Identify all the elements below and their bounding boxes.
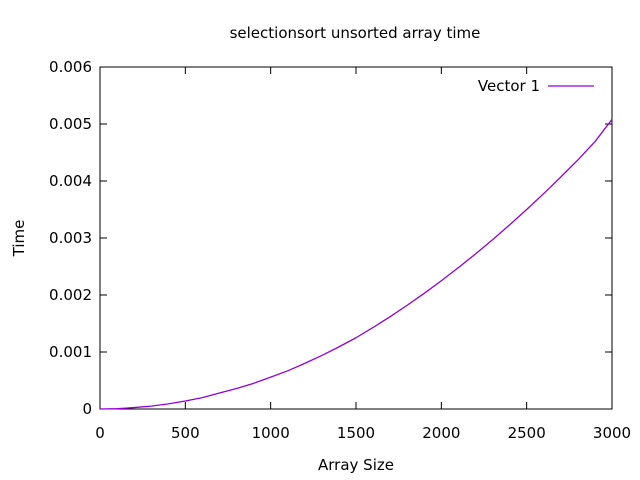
y-tick-label: 0.006 bbox=[49, 58, 92, 76]
x-tick-label: 1500 bbox=[337, 424, 375, 442]
y-tick-label: 0.004 bbox=[49, 172, 92, 190]
y-tick-label: 0.005 bbox=[49, 115, 92, 133]
plot-area-border bbox=[99, 66, 613, 410]
x-tick-label: 2000 bbox=[422, 424, 460, 442]
x-tick-label: 500 bbox=[171, 424, 200, 442]
y-axis-label: Time bbox=[10, 220, 28, 258]
series-layer bbox=[99, 119, 613, 410]
y-tick-label: 0.002 bbox=[49, 286, 92, 304]
x-tick-label: 2500 bbox=[508, 424, 546, 442]
legend: Vector 1 bbox=[478, 77, 594, 95]
x-tick-label: 3000 bbox=[593, 424, 631, 442]
y-tick-label: 0 bbox=[82, 400, 92, 418]
x-tick-label: 0 bbox=[95, 424, 105, 442]
series-line bbox=[99, 119, 613, 410]
chart-title: selectionsort unsorted array time bbox=[230, 24, 481, 42]
x-axis-label: Array Size bbox=[318, 456, 394, 474]
y-tick-label: 0.003 bbox=[49, 229, 92, 247]
x-axis: 0 500 1000 1500 2000 2500 3000 bbox=[95, 67, 631, 442]
legend-label: Vector 1 bbox=[478, 77, 540, 95]
y-axis: 0 0.001 0.002 0.003 0.004 0.005 0.006 bbox=[49, 58, 612, 418]
y-tick-label: 0.001 bbox=[49, 343, 92, 361]
x-tick-label: 1000 bbox=[252, 424, 290, 442]
